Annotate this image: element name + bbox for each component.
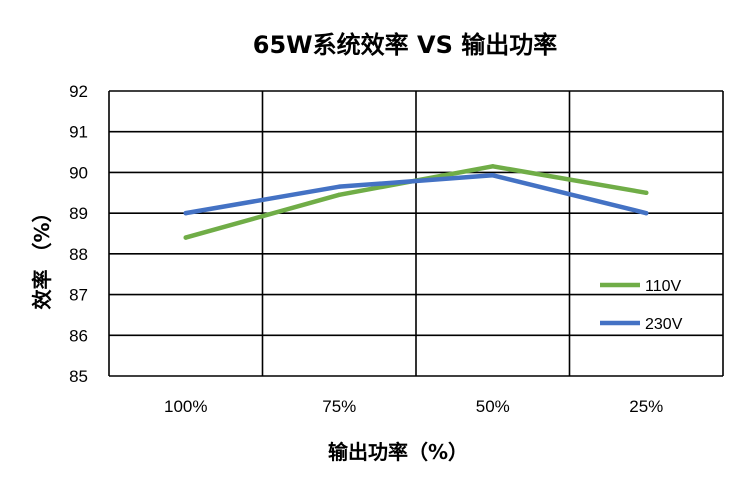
y-tick-label: 88 bbox=[69, 245, 88, 264]
y-tick-label: 85 bbox=[69, 367, 88, 386]
y-tick-label: 91 bbox=[69, 123, 88, 142]
data-point-230v bbox=[490, 173, 495, 178]
data-point-110v bbox=[337, 192, 342, 198]
plot-grid bbox=[108, 90, 724, 377]
data-point-230v bbox=[337, 184, 342, 189]
y-tick-label: 90 bbox=[69, 163, 88, 182]
x-tick-label: 75% bbox=[322, 397, 356, 416]
y-axis-ticks: 85 86 87 88 89 90 91 92 bbox=[69, 82, 88, 386]
x-tick-label: 50% bbox=[476, 397, 510, 416]
y-axis-label: 效率 （%） bbox=[30, 202, 54, 309]
data-point-230v bbox=[644, 210, 649, 216]
legend-label-110v: 110V bbox=[645, 278, 682, 295]
data-point-110v bbox=[183, 235, 188, 240]
data-point-110v bbox=[644, 190, 649, 195]
x-axis-label: 输出功率（%） bbox=[328, 440, 468, 464]
series-lines bbox=[183, 164, 649, 240]
data-point-110v bbox=[490, 164, 495, 169]
y-tick-label: 86 bbox=[69, 326, 88, 345]
legend: 110V 230V bbox=[600, 278, 683, 333]
legend-label-230v: 230V bbox=[645, 316, 683, 333]
x-axis-ticks: 100% 75% 50% 25% bbox=[164, 397, 663, 416]
chart-title: 65W系统效率 VS 输出功率 bbox=[253, 31, 557, 59]
series-line-230v bbox=[183, 173, 649, 216]
x-tick-label: 100% bbox=[164, 397, 207, 416]
y-tick-label: 92 bbox=[69, 82, 88, 101]
y-tick-label: 89 bbox=[69, 204, 88, 223]
data-point-230v bbox=[183, 210, 188, 216]
y-tick-label: 87 bbox=[69, 286, 88, 305]
x-tick-label: 25% bbox=[629, 397, 663, 416]
